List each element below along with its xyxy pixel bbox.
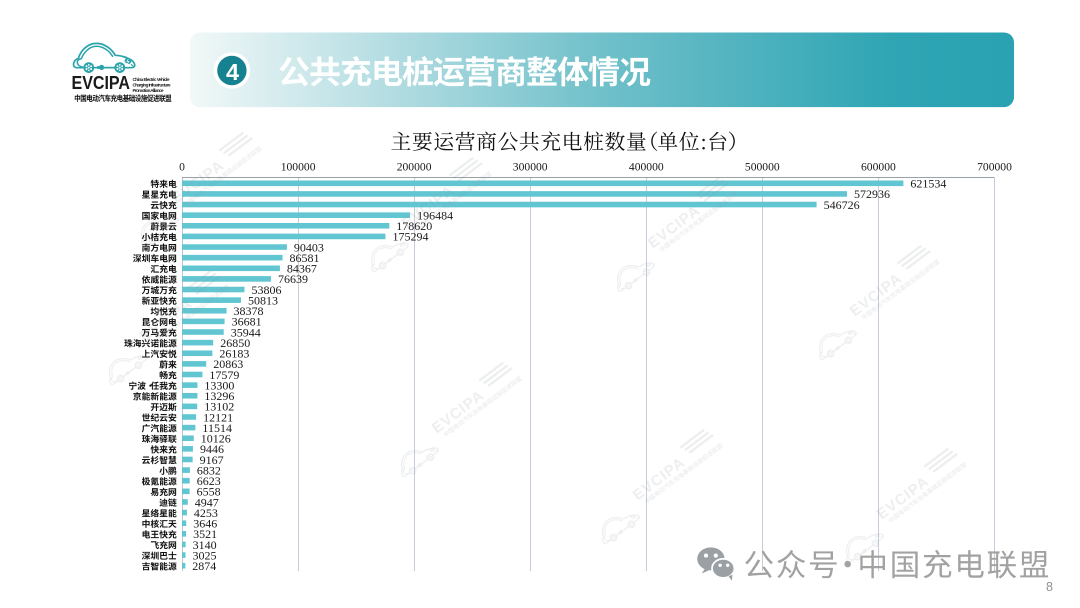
- svg-text:84367: 84367: [287, 262, 317, 276]
- svg-text:10126: 10126: [201, 432, 231, 446]
- svg-text:2874: 2874: [192, 559, 216, 573]
- svg-text:300000: 300000: [513, 161, 548, 174]
- svg-text:4: 4: [226, 59, 239, 85]
- svg-text:38378: 38378: [234, 304, 264, 318]
- svg-text:546726: 546726: [824, 198, 860, 212]
- svg-text:100000: 100000: [281, 161, 316, 174]
- svg-text:17579: 17579: [209, 368, 239, 382]
- svg-text:6832: 6832: [197, 463, 221, 477]
- svg-text:86581: 86581: [290, 251, 320, 265]
- svg-text:13300: 13300: [204, 378, 234, 392]
- svg-text:26183: 26183: [219, 347, 249, 361]
- svg-text:9446: 9446: [200, 442, 224, 456]
- svg-text:6623: 6623: [197, 474, 221, 488]
- svg-text:China Electric Vehicle: China Electric Vehicle: [133, 77, 170, 82]
- svg-text:8: 8: [1046, 580, 1053, 594]
- svg-text:3140: 3140: [193, 538, 217, 552]
- svg-text:13296: 13296: [204, 389, 234, 403]
- svg-text:EVCIPA: EVCIPA: [72, 72, 131, 93]
- svg-text:9167: 9167: [200, 453, 224, 467]
- svg-text:76639: 76639: [278, 272, 308, 286]
- svg-text:13102: 13102: [204, 400, 234, 414]
- svg-text:Promotion Alliance: Promotion Alliance: [133, 88, 164, 93]
- svg-text:572936: 572936: [854, 187, 890, 201]
- svg-text:600000: 600000: [861, 161, 896, 174]
- svg-text:53806: 53806: [252, 283, 282, 297]
- svg-text:6558: 6558: [197, 485, 221, 499]
- svg-text:3025: 3025: [193, 548, 217, 562]
- svg-text:90403: 90403: [294, 240, 324, 254]
- svg-text:35944: 35944: [231, 325, 261, 339]
- svg-text:400000: 400000: [629, 161, 664, 174]
- svg-text:0: 0: [179, 161, 185, 174]
- svg-text:200000: 200000: [397, 161, 432, 174]
- svg-text:11514: 11514: [202, 421, 232, 435]
- svg-text:20863: 20863: [213, 357, 243, 371]
- svg-text:50813: 50813: [248, 293, 278, 307]
- svg-text:175294: 175294: [393, 230, 429, 244]
- svg-text:621534: 621534: [910, 177, 946, 191]
- svg-text:12121: 12121: [203, 410, 233, 424]
- svg-text:26850: 26850: [220, 336, 250, 350]
- svg-text:3521: 3521: [193, 527, 217, 541]
- svg-text:3646: 3646: [193, 517, 217, 531]
- svg-text:4253: 4253: [194, 506, 218, 520]
- svg-text:700000: 700000: [977, 161, 1012, 174]
- svg-text:Charging Infrastructure: Charging Infrastructure: [133, 83, 171, 88]
- svg-text:500000: 500000: [745, 161, 780, 174]
- svg-text:178620: 178620: [396, 219, 432, 233]
- svg-text:36681: 36681: [232, 315, 262, 329]
- svg-text:4947: 4947: [195, 495, 219, 509]
